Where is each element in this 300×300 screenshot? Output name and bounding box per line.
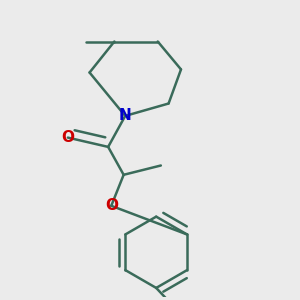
Text: O: O	[61, 130, 74, 145]
Text: O: O	[105, 198, 118, 213]
Text: N: N	[119, 108, 132, 123]
